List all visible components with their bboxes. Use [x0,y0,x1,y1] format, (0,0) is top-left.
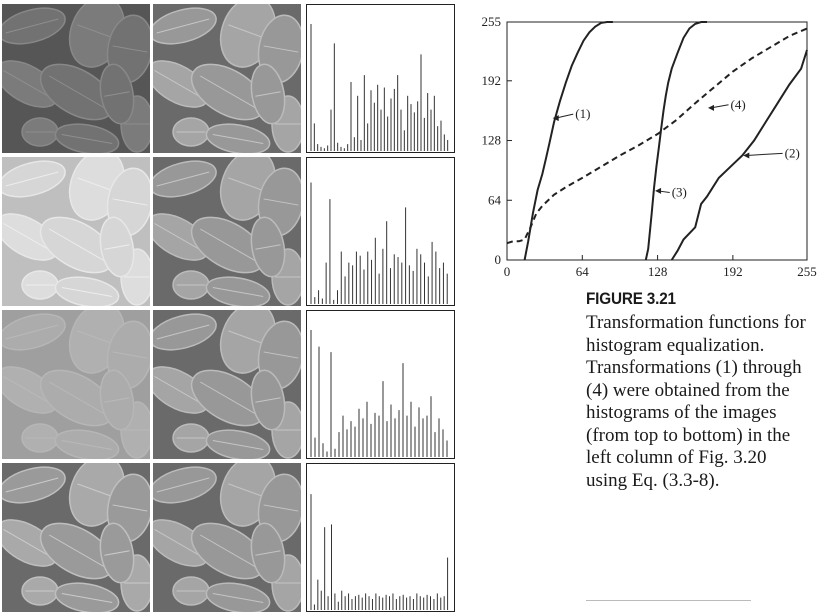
annotation-arrowhead [655,187,662,194]
series-line-2 [670,49,808,261]
figure-caption: FIGURE 3.21 Transformation functions for… [586,288,806,492]
series-line-4 [506,27,808,245]
x-tick-label: 64 [576,264,590,279]
annotation-label: (3) [672,185,687,200]
histogram-1 [306,4,455,153]
y-tick-label: 64 [488,192,502,207]
annotation-arrowhead [552,115,559,122]
figure-label: FIGURE 3.21 [586,289,676,308]
leaf-image-original-2 [2,157,150,306]
histogram-4 [306,463,455,612]
leaf-image-equalized-4 [153,463,301,612]
x-tick-label: 255 [797,264,817,279]
series-line-3 [644,21,707,261]
histogram-2 [306,157,455,306]
caption-rule [586,600,751,601]
plot-frame [506,21,808,261]
annotation-arrowhead [743,152,750,159]
annotation-arrowhead [708,104,714,111]
y-tick-label: 0 [495,252,502,267]
leaf-image-equalized-1 [153,4,301,153]
leaf-image-original-3 [2,310,150,459]
leaf-image-original-4 [2,463,150,612]
y-tick-label: 255 [482,14,502,29]
leaf-image-equalized-2 [153,157,301,306]
series-line-1 [523,21,613,261]
figure-caption-text: Transformation functions for histogram e… [586,312,806,491]
annotation-label: (2) [785,145,800,160]
x-tick-label: 0 [504,264,511,279]
transformation-functions-chart: 0 64 128 192 255 0 64 128 192 255 (1) (4) (2) (3) [482,14,817,279]
y-tick-label: 128 [482,133,502,148]
leaf-image-equalized-3 [153,310,301,459]
leaf-image-original-1 [2,4,150,153]
x-tick-label: 192 [723,264,743,279]
histogram-3 [306,310,455,459]
annotation-label: (1) [575,106,590,121]
annotation-label: (4) [731,97,746,112]
x-tick-label: 128 [648,264,668,279]
annotation-arrow [746,152,783,156]
y-tick-label: 192 [482,73,502,88]
